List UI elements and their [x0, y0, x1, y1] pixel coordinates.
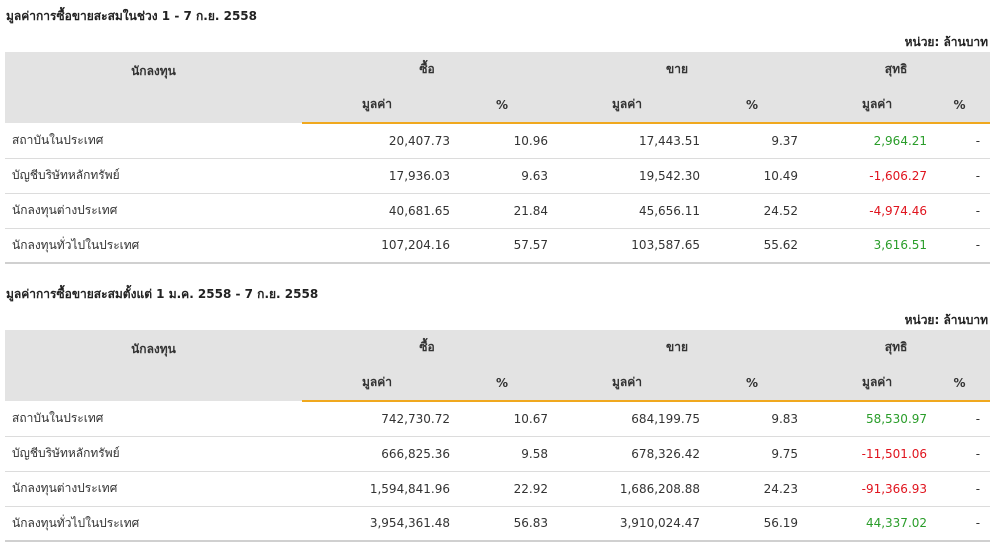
net-percent: - [929, 193, 991, 229]
investor-name: บัญชีบริษัทหลักทรัพย์ [5, 436, 302, 472]
net-percent: - [929, 158, 991, 194]
section-year-to-date: มูลค่าการซื้อขายสะสมตั้งแต่ 1 ม.ค. 2558 … [5, 278, 991, 542]
header-buy-value: มูลค่า [302, 365, 452, 402]
sell-value: 45,656.11 [552, 193, 703, 229]
header-net: สุทธิ [802, 52, 991, 87]
unit-label: หน่วย: ล้านบาท [904, 35, 988, 49]
table-row: สถาบันในประเทศ 20,407.73 10.96 17,443.51… [5, 123, 991, 159]
net-percent: - [929, 401, 991, 437]
header-net-percent: % [929, 365, 991, 402]
header-sell: ขาย [552, 52, 803, 87]
header-sell: ขาย [552, 330, 803, 365]
net-value: 44,337.02 [802, 506, 930, 542]
sell-value: 684,199.75 [552, 401, 703, 437]
table-row: สถาบันในประเทศ 742,730.72 10.67 684,199.… [5, 401, 991, 437]
header-investor: นักลงทุน [5, 52, 302, 123]
trading-table: นักลงทุน ซื้อ ขาย สุทธิ มูลค่า % มูลค่า … [5, 330, 991, 542]
header-net: สุทธิ [802, 330, 991, 365]
buy-value: 40,681.65 [302, 193, 452, 229]
header-sell-percent: % [702, 365, 803, 402]
buy-value: 742,730.72 [302, 401, 452, 437]
buy-percent: 9.58 [452, 436, 553, 472]
header-net-value: มูลค่า [802, 365, 930, 402]
sell-percent: 9.37 [702, 123, 803, 159]
net-value: -11,501.06 [802, 436, 930, 472]
sell-percent: 9.83 [702, 401, 803, 437]
sell-percent: 9.75 [702, 436, 803, 472]
sell-percent: 24.52 [702, 193, 803, 229]
sell-percent: 55.62 [702, 228, 803, 264]
net-value: 2,964.21 [802, 123, 930, 159]
table-row: นักลงทุนต่างประเทศ 1,594,841.96 22.92 1,… [5, 471, 991, 507]
table-row: นักลงทุนทั่วไปในประเทศ 107,204.16 57.57 … [5, 228, 991, 264]
header-net-percent: % [929, 87, 991, 124]
section-weekly: มูลค่าการซื้อขายสะสมในช่วง 1 - 7 ก.ย. 25… [5, 0, 991, 264]
buy-value: 20,407.73 [302, 123, 452, 159]
table-row: นักลงทุนทั่วไปในประเทศ 3,954,361.48 56.8… [5, 506, 991, 542]
table-row: นักลงทุนต่างประเทศ 40,681.65 21.84 45,65… [5, 193, 991, 229]
buy-value: 3,954,361.48 [302, 506, 452, 542]
header-buy: ซื้อ [302, 330, 553, 365]
buy-percent: 10.96 [452, 123, 553, 159]
header-sell-percent: % [702, 87, 803, 124]
buy-percent: 10.67 [452, 401, 553, 437]
buy-value: 666,825.36 [302, 436, 452, 472]
investor-name: นักลงทุนทั่วไปในประเทศ [5, 228, 302, 264]
table-row: บัญชีบริษัทหลักทรัพย์ 666,825.36 9.58 67… [5, 436, 991, 472]
header-buy-value: มูลค่า [302, 87, 452, 124]
investor-name: นักลงทุนทั่วไปในประเทศ [5, 506, 302, 542]
sell-percent: 24.23 [702, 471, 803, 507]
trading-table: นักลงทุน ซื้อ ขาย สุทธิ มูลค่า % มูลค่า … [5, 52, 991, 264]
header-buy: ซื้อ [302, 52, 553, 87]
net-value: -91,366.93 [802, 471, 930, 507]
investor-name: สถาบันในประเทศ [5, 123, 302, 159]
buy-percent: 56.83 [452, 506, 553, 542]
investor-name: สถาบันในประเทศ [5, 401, 302, 437]
net-value: -1,606.27 [802, 158, 930, 194]
buy-percent: 22.92 [452, 471, 553, 507]
sell-value: 19,542.30 [552, 158, 703, 194]
header-buy-percent: % [452, 87, 553, 124]
net-value: 58,530.97 [802, 401, 930, 437]
net-percent: - [929, 123, 991, 159]
sell-value: 103,587.65 [552, 228, 703, 264]
net-percent: - [929, 436, 991, 472]
net-value: 3,616.51 [802, 228, 930, 264]
section-title: มูลค่าการซื้อขายสะสมตั้งแต่ 1 ม.ค. 2558 … [6, 287, 319, 301]
header-sell-value: มูลค่า [552, 87, 703, 124]
investor-name: นักลงทุนต่างประเทศ [5, 193, 302, 229]
sell-value: 678,326.42 [552, 436, 703, 472]
buy-value: 1,594,841.96 [302, 471, 452, 507]
investor-name: นักลงทุนต่างประเทศ [5, 471, 302, 507]
buy-value: 107,204.16 [302, 228, 452, 264]
net-percent: - [929, 506, 991, 542]
buy-value: 17,936.03 [302, 158, 452, 194]
sell-value: 3,910,024.47 [552, 506, 703, 542]
sell-percent: 10.49 [702, 158, 803, 194]
table-row: บัญชีบริษัทหลักทรัพย์ 17,936.03 9.63 19,… [5, 158, 991, 194]
buy-percent: 57.57 [452, 228, 553, 264]
net-value: -4,974.46 [802, 193, 930, 229]
investor-name: บัญชีบริษัทหลักทรัพย์ [5, 158, 302, 194]
header-buy-percent: % [452, 365, 553, 402]
section-title: มูลค่าการซื้อขายสะสมในช่วง 1 - 7 ก.ย. 25… [6, 9, 257, 23]
net-percent: - [929, 228, 991, 264]
sell-value: 17,443.51 [552, 123, 703, 159]
unit-label: หน่วย: ล้านบาท [904, 313, 988, 327]
sell-percent: 56.19 [702, 506, 803, 542]
header-net-value: มูลค่า [802, 87, 930, 124]
buy-percent: 21.84 [452, 193, 553, 229]
header-investor: นักลงทุน [5, 330, 302, 401]
buy-percent: 9.63 [452, 158, 553, 194]
sell-value: 1,686,208.88 [552, 471, 703, 507]
header-sell-value: มูลค่า [552, 365, 703, 402]
net-percent: - [929, 471, 991, 507]
